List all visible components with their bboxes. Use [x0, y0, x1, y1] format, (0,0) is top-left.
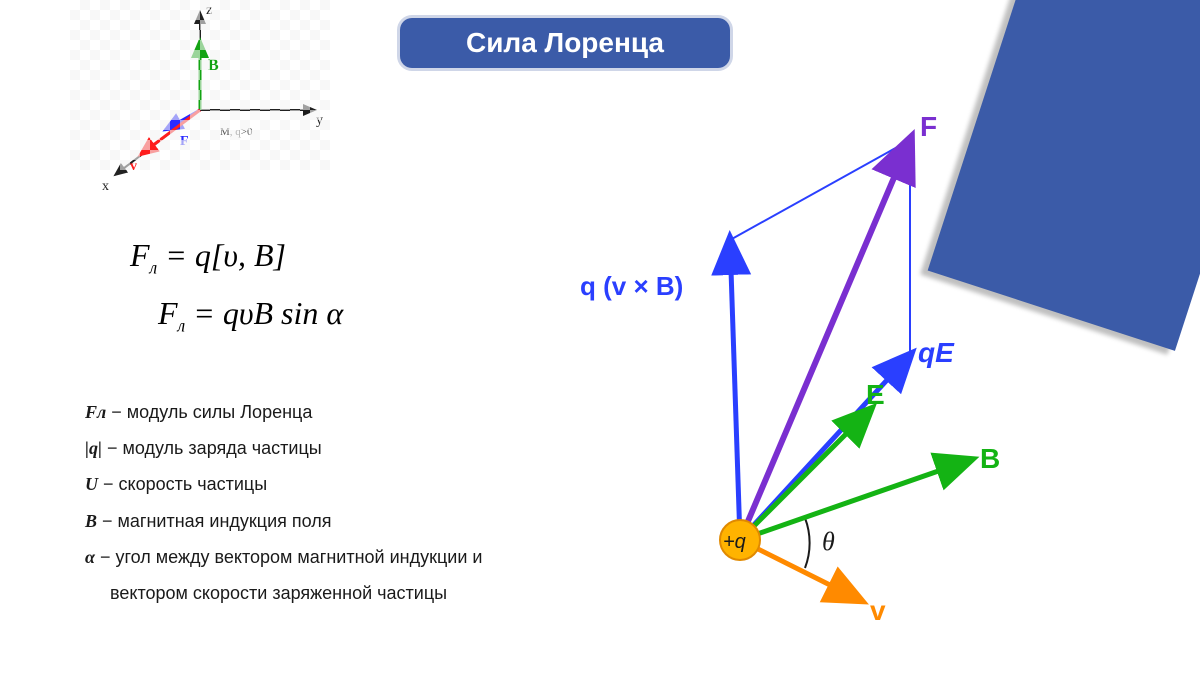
- legend-row-2: U − скорость частицы: [85, 467, 482, 501]
- charge-label: +q: [723, 531, 746, 553]
- legend-sym-4: α: [85, 547, 95, 567]
- legend-sym-0: Fл: [85, 402, 106, 422]
- vec-qE-label: qE: [918, 337, 955, 368]
- axis-x-label: x: [102, 179, 109, 194]
- legend-row-5: вектором скорости заряженной частицы: [85, 576, 482, 610]
- legend-row-0: Fл − модуль силы Лоренца: [85, 395, 482, 429]
- legend-sym-1: |q|: [85, 438, 102, 458]
- legend-block: Fл − модуль силы Лоренца |q| − модуль за…: [85, 395, 482, 612]
- formula-2-rest: = qυB sin α: [185, 295, 343, 331]
- angle-label: θ: [822, 527, 835, 556]
- formulas-block: Fл = q[υ, B] Fл = qυB sin α: [130, 230, 343, 345]
- formula-1-rest: = q[υ, B]: [157, 237, 286, 273]
- vec-B-label: B: [980, 443, 1000, 474]
- vec-F-label: F: [920, 111, 937, 142]
- vec-qvb-label: q (v × B): [580, 271, 683, 301]
- legend-text-5: вектором скорости заряженной частицы: [85, 583, 447, 603]
- legend-sym-3: B: [85, 511, 97, 531]
- legend-text-2: − скорость частицы: [98, 474, 267, 494]
- formula-2: Fл = qυB sin α: [158, 288, 343, 340]
- vec-qvb: [730, 240, 740, 540]
- vec-F: [740, 140, 910, 540]
- legend-sym-2: U: [85, 474, 98, 494]
- legend-text-1: − модуль заряда частицы: [102, 438, 322, 458]
- title-box: Сила Лоренца: [400, 18, 730, 68]
- axes-3d-diagram: z y x B F v M, q>0: [70, 0, 330, 200]
- formula-1-F: F: [130, 237, 150, 273]
- helper-line-1: [730, 140, 910, 240]
- legend-row-1: |q| − модуль заряда частицы: [85, 431, 482, 465]
- title-text: Сила Лоренца: [466, 27, 664, 59]
- legend-text-4: − угол между вектором магнитной индукции…: [95, 547, 482, 567]
- formula-2-F: F: [158, 295, 178, 331]
- main-diagram-svg: θ F q (v × B) qE E B v +q: [560, 100, 1120, 660]
- checker-bg: [70, 0, 330, 170]
- legend-row-3: B − магнитная индукция поля: [85, 504, 482, 538]
- main-diagram: θ F q (v × B) qE E B v +q: [560, 100, 1120, 620]
- legend-text-0: − модуль силы Лоренца: [106, 402, 312, 422]
- legend-text-3: − магнитная индукция поля: [97, 511, 332, 531]
- vec-v-label: v: [870, 595, 886, 626]
- legend-row-4: α − угол между вектором магнитной индукц…: [85, 540, 482, 574]
- formula-1: Fл = q[υ, B]: [130, 230, 343, 282]
- angle-arc: [805, 518, 810, 568]
- vec-E-label: E: [866, 379, 885, 410]
